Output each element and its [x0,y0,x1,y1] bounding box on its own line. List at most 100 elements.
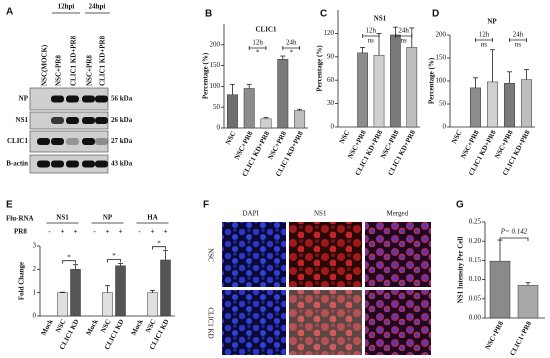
blot-band [82,138,95,145]
bar [147,292,158,317]
time-point: 24hpi [89,3,106,11]
bar [373,54,385,128]
bar [226,94,238,129]
column-label: DAPI [243,210,260,218]
chart-title: CLIC1 [255,26,277,34]
x-tick-label: Mock [40,318,55,337]
treatment-sign: - [48,228,51,236]
x-tick-label: CLIC1+PR8 [508,320,533,358]
row-label: Flu-RNA [6,215,34,223]
significance: ns [515,41,522,49]
panel-letter: A [6,7,13,18]
blot-band [51,95,64,103]
row-label: NSC [206,248,214,262]
lane-label: NSC+PR8 [86,55,94,86]
x-tick-label: NSC [338,129,352,145]
micrograph [365,290,431,355]
y-tick-label: 200 [436,31,447,39]
group-label: HA [147,214,158,222]
y-axis-label: Percentage (%) [316,45,324,92]
bar [390,34,401,128]
treatment-sign: + [119,228,123,236]
blot-band [66,138,79,145]
blot-band [37,160,50,168]
lane-label: CLIC1 KD+PR8 [99,35,107,86]
row-label: CLIC1 KD [206,307,214,338]
y-tick-label: 0.20 [469,237,482,245]
y-tick-label: 0.15 [469,256,482,264]
y-tick-label: 30 [327,99,335,107]
blot-band [82,95,95,103]
chart-title: NP [487,18,497,26]
y-tick-label: 0 [331,123,335,131]
y-tick-label: 0 [33,312,37,320]
protein-label: B-actin [6,160,28,168]
y-tick-label: 3 [33,242,37,250]
treatment-sign: - [138,228,141,236]
blot-band [37,138,50,145]
blot-band [82,160,95,168]
micrograph [365,222,431,287]
blot-band [82,117,95,124]
lane-label: CLIC1 KD+PR8 [70,35,78,86]
blot-band [95,117,108,124]
bar [57,292,68,317]
p-value: P= 0.142 [500,228,528,236]
size-label: 27 kDa [111,137,133,145]
bracket-label: 12h [366,27,377,35]
group-label: NP [103,214,113,222]
y-tick-label: 50 [439,100,447,108]
sig-bracket [152,246,166,250]
micrograph [222,290,286,355]
y-axis-label: Percentage (%) [202,52,210,99]
y-tick-label: 0.10 [469,275,482,283]
significance: * [289,49,293,57]
y-tick-label: 100 [210,82,221,90]
x-tick-label: NSC [224,130,238,146]
bar [115,265,126,317]
bar [70,269,81,317]
x-tick-label: Mock [85,318,100,337]
panel-letter: D [432,9,439,20]
treatment-label: PR8 [14,228,27,236]
bar [243,88,255,129]
bar [489,260,511,319]
y-tick-label: 90 [327,52,335,60]
bar [469,87,482,128]
blot-band [95,138,108,145]
y-tick-label: 0.05 [469,294,482,302]
size-label: 43 kDa [111,160,133,168]
y-tick-label: 60 [327,76,335,84]
size-label: 56 kDa [111,95,133,103]
significance: ns [481,41,488,49]
y-tick-label: 120 [324,29,335,37]
blot-band [95,160,108,168]
bar [160,259,171,317]
blot-band [51,160,64,168]
column-label: Merged [387,210,409,218]
bar [503,83,516,128]
group-label: NS1 [56,214,69,222]
bar [102,292,113,317]
lane-label: NSC+PR8 [55,55,63,86]
micrograph [222,222,286,287]
time-point: 12hpi [58,3,75,11]
bar [260,118,272,129]
y-tick-label: 50 [213,103,221,111]
significance: ns [368,37,375,45]
significance: * [112,252,116,260]
blot-strip [29,130,109,153]
lane-label: NSC(MOCK) [41,44,49,86]
y-axis-label: NS1 Intensity Per Cell [457,237,465,304]
bar [486,81,499,128]
treatment-sign: - [93,228,96,236]
treatment-sign: + [151,228,155,236]
panel-letter: B [205,9,212,20]
column-label: NS1 [314,210,327,218]
x-tick-label: NSC [450,129,464,145]
micrograph [289,222,362,287]
treatment-sign: + [106,228,110,236]
y-axis-label: Fold Change [18,262,26,300]
y-tick-label: 150 [210,61,221,69]
